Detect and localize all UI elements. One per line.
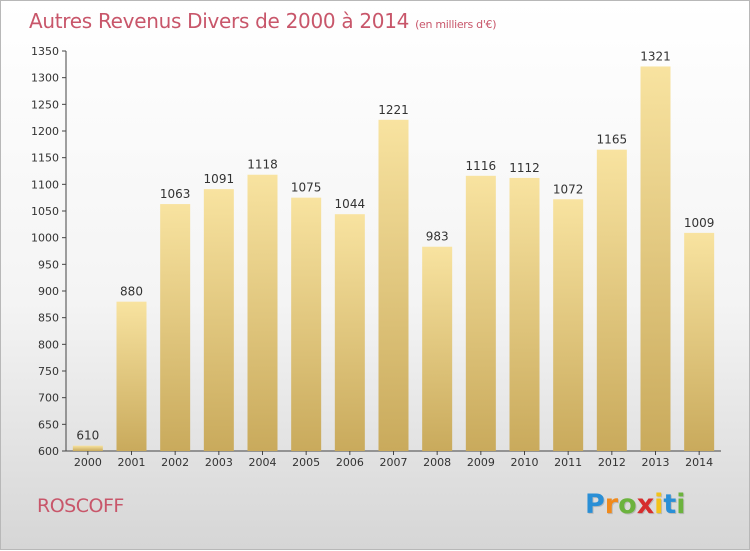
logo-letter: r (604, 489, 619, 520)
data-label: 1165 (597, 133, 628, 147)
data-label: 983 (426, 230, 449, 244)
y-tick-label: 900 (38, 285, 59, 298)
bar (640, 66, 671, 451)
chart-title-text: Autres Revenus Divers de 2000 à 2014 (29, 9, 410, 33)
logo-letter: o (618, 489, 637, 520)
y-tick-label: 1100 (31, 178, 59, 191)
proxiti-logo: Proxiti (585, 489, 686, 520)
data-label: 610 (76, 429, 99, 443)
bar (596, 149, 627, 451)
x-tick-label: 2006 (336, 456, 364, 469)
logo-letter: i (654, 489, 664, 520)
y-tick-label: 650 (38, 418, 59, 431)
y-tick-label: 700 (38, 392, 59, 405)
y-tick-label: 1050 (31, 205, 59, 218)
y-tick-label: 1000 (31, 232, 59, 245)
y-tick-label: 850 (38, 312, 59, 325)
data-label: 1091 (204, 172, 235, 186)
data-label: 1321 (640, 49, 671, 63)
x-tick-label: 2008 (423, 456, 451, 469)
x-tick-label: 2009 (467, 456, 495, 469)
data-label: 1112 (509, 161, 540, 175)
bar (203, 189, 234, 451)
x-tick-label: 2003 (205, 456, 233, 469)
bar (160, 204, 191, 451)
bar (116, 301, 147, 451)
x-tick-label: 2004 (249, 456, 277, 469)
x-tick-label: 2000 (74, 456, 102, 469)
data-label: 1118 (247, 158, 278, 172)
logo-letter: x (636, 489, 655, 520)
bar (247, 174, 278, 451)
y-tick-label: 1200 (31, 125, 59, 138)
bar (465, 175, 496, 452)
x-tick-label: 2005 (292, 456, 320, 469)
x-tick-label: 2012 (598, 456, 626, 469)
bar (553, 199, 584, 451)
data-label: 1009 (684, 216, 715, 230)
bar (291, 197, 322, 451)
y-tick-label: 1350 (31, 45, 59, 58)
bar (334, 214, 365, 451)
x-tick-label: 2007 (380, 456, 408, 469)
bar (422, 246, 453, 451)
bar (684, 232, 715, 451)
data-label: 1075 (291, 181, 322, 195)
y-tick-label: 750 (38, 365, 59, 378)
data-label: 880 (120, 285, 143, 299)
x-tick-label: 2001 (118, 456, 146, 469)
data-label: 1044 (335, 197, 366, 211)
data-label: 1116 (466, 159, 497, 173)
y-tick-label: 800 (38, 338, 59, 351)
bar (72, 445, 103, 451)
y-tick-label: 1300 (31, 72, 59, 85)
bar (378, 119, 409, 452)
data-label: 1221 (378, 103, 409, 117)
x-tick-label: 2011 (554, 456, 582, 469)
data-label: 1072 (553, 182, 584, 196)
x-tick-label: 2002 (161, 456, 189, 469)
y-tick-label: 950 (38, 258, 59, 271)
x-tick-label: 2013 (642, 456, 670, 469)
logo-letter: t (663, 489, 677, 520)
bar (509, 177, 540, 451)
logo-letter: P (585, 489, 605, 520)
x-tick-label: 2010 (511, 456, 539, 469)
y-tick-label: 600 (38, 445, 59, 458)
data-label: 1063 (160, 187, 191, 201)
chart-title: Autres Revenus Divers de 2000 à 2014 (en … (29, 9, 497, 33)
x-tick-label: 2014 (685, 456, 713, 469)
y-tick-label: 1150 (31, 152, 59, 165)
city-name: ROSCOFF (37, 495, 124, 517)
logo-letter: i (676, 489, 686, 520)
y-tick-label: 1250 (31, 98, 59, 111)
chart-subtitle: (en milliers d'€) (415, 18, 497, 31)
